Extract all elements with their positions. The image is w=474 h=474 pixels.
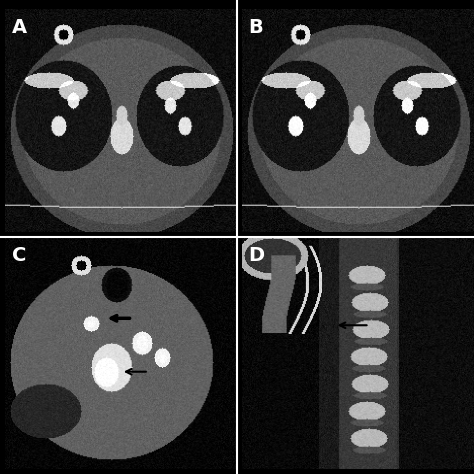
Text: B: B xyxy=(249,18,264,37)
Text: D: D xyxy=(249,246,265,265)
Text: C: C xyxy=(12,246,26,265)
Text: A: A xyxy=(12,18,27,37)
